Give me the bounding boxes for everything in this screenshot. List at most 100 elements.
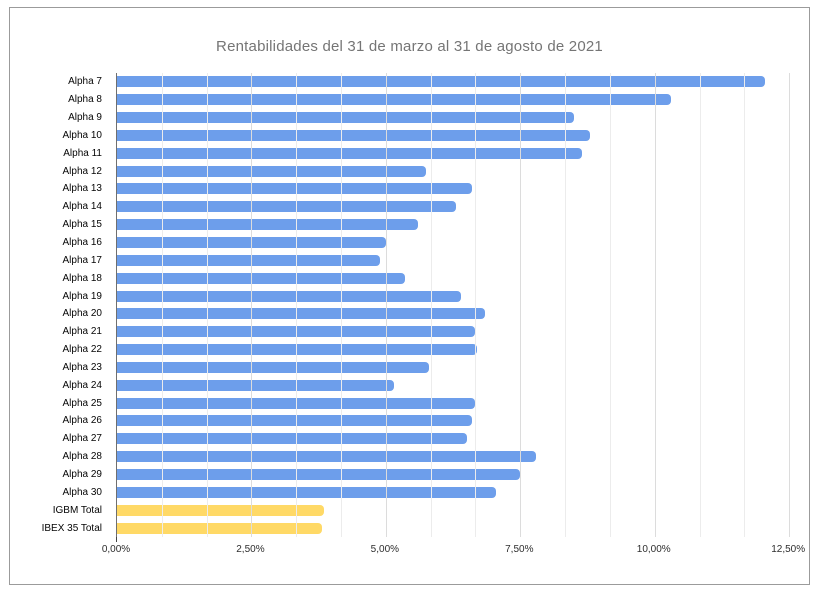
minor-gridline: [206, 73, 208, 537]
bar-row: [117, 290, 801, 302]
zero-axis-tick: [116, 537, 117, 542]
minor-gridline: [296, 73, 298, 537]
bar-row: [117, 361, 801, 373]
bar-row: [117, 415, 801, 427]
bar-row: [117, 379, 801, 391]
major-gridline: [251, 73, 253, 537]
category-label: Alpha 13: [62, 183, 102, 195]
bar-row: [117, 254, 801, 266]
category-label: Alpha 9: [68, 112, 102, 124]
bar-row: [117, 147, 801, 159]
value-axis-tick-label: 5,00%: [370, 544, 400, 555]
bar-chart: Rentabilidades del 31 de marzo al 31 de …: [10, 8, 809, 584]
bar-alpha-13[interactable]: [117, 183, 472, 195]
bar-alpha-23[interactable]: [117, 361, 429, 373]
bar-alpha-28[interactable]: [117, 451, 537, 463]
value-axis-tick-label: 0,00%: [101, 544, 131, 555]
category-label: Alpha 19: [62, 290, 102, 302]
bar-alpha-14[interactable]: [117, 201, 456, 213]
bars-container: [117, 73, 801, 537]
value-axis-tick-label: 7,50%: [505, 544, 534, 555]
minor-gridline: [341, 73, 343, 537]
category-label: Alpha 28: [62, 451, 102, 463]
bar-row: [117, 326, 801, 338]
bar-row: [117, 219, 801, 231]
category-label: Alpha 21: [62, 326, 102, 338]
bar-row: [117, 451, 801, 463]
bar-row: [117, 76, 801, 88]
bar-alpha-19[interactable]: [117, 290, 462, 302]
bar-alpha-12[interactable]: [117, 165, 427, 177]
plot-area: [116, 73, 801, 542]
category-label: Alpha 24: [62, 379, 102, 391]
bar-row: [117, 272, 801, 284]
bar-alpha-27[interactable]: [117, 433, 467, 445]
value-axis-tick-label: 10,00%: [636, 544, 671, 555]
minor-gridline: [161, 73, 163, 537]
bar-row: [117, 433, 801, 445]
major-gridline: [520, 73, 522, 537]
bar-row: [117, 94, 801, 106]
bar-alpha-10[interactable]: [117, 129, 591, 141]
category-label: Alpha 15: [62, 219, 102, 231]
category-label: Alpha 8: [68, 94, 102, 106]
category-label: Alpha 23: [62, 361, 102, 373]
bar-alpha-17[interactable]: [117, 254, 381, 266]
bar-row: [117, 112, 801, 124]
bar-row: [117, 183, 801, 195]
bar-row: [117, 504, 801, 516]
category-axis-labels: Alpha 7 Alpha 8 Alpha 9 Alpha 10 Alpha 11 Alp…: [10, 73, 109, 537]
category-label: Alpha 29: [62, 468, 102, 480]
chart-title: Rentabilidades del 31 de marzo al 31 de …: [216, 38, 603, 55]
bar-alpha-15[interactable]: [117, 219, 419, 231]
bar-alpha-21[interactable]: [117, 326, 475, 338]
bar-alpha-20[interactable]: [117, 308, 486, 320]
minor-gridline: [430, 73, 432, 537]
major-gridline: [385, 73, 387, 537]
category-label: Alpha 30: [62, 486, 102, 498]
minor-gridline: [475, 73, 477, 537]
bar-alpha-30[interactable]: [117, 486, 497, 498]
bar-alpha-26[interactable]: [117, 415, 472, 427]
category-label: Alpha 26: [62, 415, 102, 427]
value-axis-tick-label: 12,50%: [771, 544, 806, 555]
bar-alpha-25[interactable]: [117, 397, 475, 409]
bar-row: [117, 344, 801, 356]
minor-gridline: [744, 73, 746, 537]
bar-alpha-18[interactable]: [117, 272, 405, 284]
bar-alpha-11[interactable]: [117, 147, 583, 159]
minor-gridline: [699, 73, 701, 537]
category-label: Alpha 27: [62, 433, 102, 445]
category-label: IBEX 35 Total: [41, 522, 102, 534]
bar-ibex-35-total[interactable]: [117, 522, 323, 534]
category-label: Alpha 22: [62, 344, 102, 356]
bar-alpha-9[interactable]: [117, 112, 575, 124]
category-label: Alpha 25: [62, 397, 102, 409]
bar-row: [117, 468, 801, 480]
value-axis: 0,00% 2,50% 5,00% 7,50% 10,00% 12,50%: [102, 544, 805, 560]
category-label: Alpha 17: [62, 254, 102, 266]
bar-row: [117, 237, 801, 249]
category-label: Alpha 14: [62, 201, 102, 213]
bar-row: [117, 129, 801, 141]
category-label: Alpha 10: [62, 129, 102, 141]
category-label: Alpha 16: [62, 237, 102, 249]
bar-row: [117, 308, 801, 320]
bar-alpha-7[interactable]: [117, 76, 765, 88]
bar-alpha-29[interactable]: [117, 468, 521, 480]
category-label: IGBM Total: [52, 504, 102, 516]
category-label: Alpha 11: [63, 147, 102, 159]
major-gridline: [789, 73, 791, 537]
minor-gridline: [609, 73, 611, 537]
bar-row: [117, 397, 801, 409]
category-label: Alpha 12: [62, 165, 102, 177]
category-label: Alpha 7: [68, 76, 102, 88]
bar-alpha-8[interactable]: [117, 94, 671, 106]
bar-igbm-total[interactable]: [117, 504, 325, 516]
bar-alpha-24[interactable]: [117, 379, 394, 391]
major-gridline: [654, 73, 656, 537]
bar-row: [117, 522, 801, 534]
category-label: Alpha 18: [62, 272, 102, 284]
chart-frame: Rentabilidades del 31 de marzo al 31 de …: [9, 7, 810, 585]
category-label: Alpha 20: [62, 308, 102, 320]
